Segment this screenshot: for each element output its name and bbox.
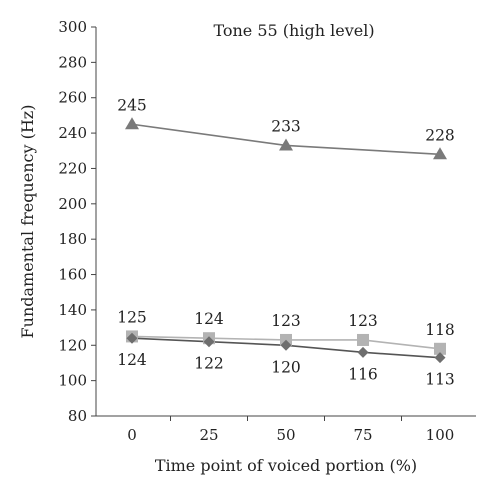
data-label: 122 xyxy=(194,355,224,373)
y-tick-label: 200 xyxy=(58,195,87,213)
y-tick-label: 180 xyxy=(58,230,87,248)
data-label: 113 xyxy=(425,371,455,389)
diamond-marker xyxy=(203,336,215,348)
x-tick-label: 50 xyxy=(276,426,295,444)
data-label: 124 xyxy=(194,310,224,328)
y-tick-label: 160 xyxy=(58,266,87,284)
y-tick-label: 300 xyxy=(58,18,87,36)
axes: 80 100 120 140 160 180 200 220 240 260 280 300 0 25 50… xyxy=(58,18,476,444)
data-label: 124 xyxy=(117,351,147,369)
x-tick-label: 75 xyxy=(353,426,372,444)
x-tick-label: 0 xyxy=(127,426,137,444)
x-axis-title: Time point of voiced portion (%) xyxy=(155,456,417,475)
y-tick-label: 80 xyxy=(68,407,87,425)
y-tick-label: 140 xyxy=(58,301,87,319)
data-label: 125 xyxy=(117,308,147,326)
data-label: 228 xyxy=(425,126,455,144)
data-label: 245 xyxy=(117,96,147,114)
y-tick-label: 260 xyxy=(58,89,87,107)
y-tick-label: 120 xyxy=(58,336,87,354)
diamond-marker xyxy=(357,346,369,358)
y-tick-label: 220 xyxy=(58,159,87,177)
square-marker xyxy=(357,333,369,346)
chart-title: Tone 55 (high level) xyxy=(213,21,374,40)
data-label: 118 xyxy=(425,321,455,339)
diamond-marker xyxy=(280,339,292,351)
data-labels: 245 233 228 125 124 123 123 118 124 122 120 116 113 xyxy=(117,96,455,388)
y-tick-label: 240 xyxy=(58,124,87,142)
y-axis-title: Fundamental frequency (Hz) xyxy=(18,105,37,339)
y-tick-label: 280 xyxy=(58,53,87,71)
triangle-marker xyxy=(125,117,139,130)
y-tick-label: 100 xyxy=(58,372,87,390)
x-tick-label: 25 xyxy=(199,426,218,444)
square-marker xyxy=(434,342,446,355)
triangle-marker xyxy=(279,138,293,151)
data-label: 123 xyxy=(271,312,301,330)
data-label: 123 xyxy=(348,312,378,330)
data-label: 116 xyxy=(348,365,378,383)
data-label: 120 xyxy=(271,358,301,376)
x-tick-label: 100 xyxy=(426,426,455,444)
triangle-marker xyxy=(433,147,447,160)
diamond-marker xyxy=(434,352,446,364)
diamond-marker xyxy=(126,332,138,344)
series-markers xyxy=(125,117,447,364)
data-label: 233 xyxy=(271,117,301,135)
